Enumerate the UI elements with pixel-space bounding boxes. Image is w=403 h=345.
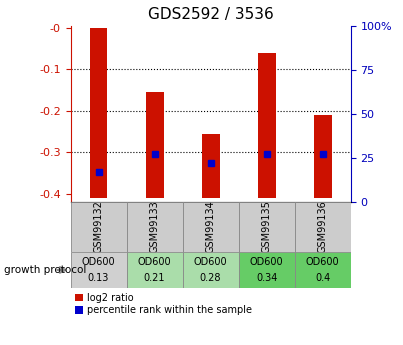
Text: 0.28: 0.28 [200, 273, 221, 283]
Title: GDS2592 / 3536: GDS2592 / 3536 [147, 7, 274, 22]
Bar [183, 252, 239, 288]
Text: GSM99135: GSM99135 [262, 200, 272, 253]
Text: growth protocol: growth protocol [4, 265, 86, 275]
Bar [239, 252, 295, 288]
Text: OD600: OD600 [194, 257, 227, 267]
Bar [258, 53, 276, 198]
Bar [89, 28, 108, 198]
Text: 0.34: 0.34 [256, 273, 277, 283]
Text: GSM99134: GSM99134 [206, 200, 216, 253]
Bar [127, 202, 183, 252]
Text: OD600: OD600 [138, 257, 171, 267]
Text: 0.13: 0.13 [88, 273, 109, 283]
Bar [127, 252, 183, 288]
Text: 0.21: 0.21 [144, 273, 165, 283]
Bar [202, 134, 220, 198]
Bar [183, 202, 239, 252]
Bar [71, 252, 127, 288]
Text: 0.4: 0.4 [315, 273, 330, 283]
Text: GSM99133: GSM99133 [150, 200, 160, 253]
Text: OD600: OD600 [250, 257, 283, 267]
Text: GSM99132: GSM99132 [93, 200, 104, 253]
Bar [71, 202, 127, 252]
Text: OD600: OD600 [82, 257, 115, 267]
Text: OD600: OD600 [306, 257, 339, 267]
Bar [145, 92, 164, 198]
Text: GSM99136: GSM99136 [318, 200, 328, 253]
Bar [295, 202, 351, 252]
Bar [314, 115, 332, 198]
Bar [239, 202, 295, 252]
Legend: log2 ratio, percentile rank within the sample: log2 ratio, percentile rank within the s… [75, 293, 252, 315]
Bar [295, 252, 351, 288]
